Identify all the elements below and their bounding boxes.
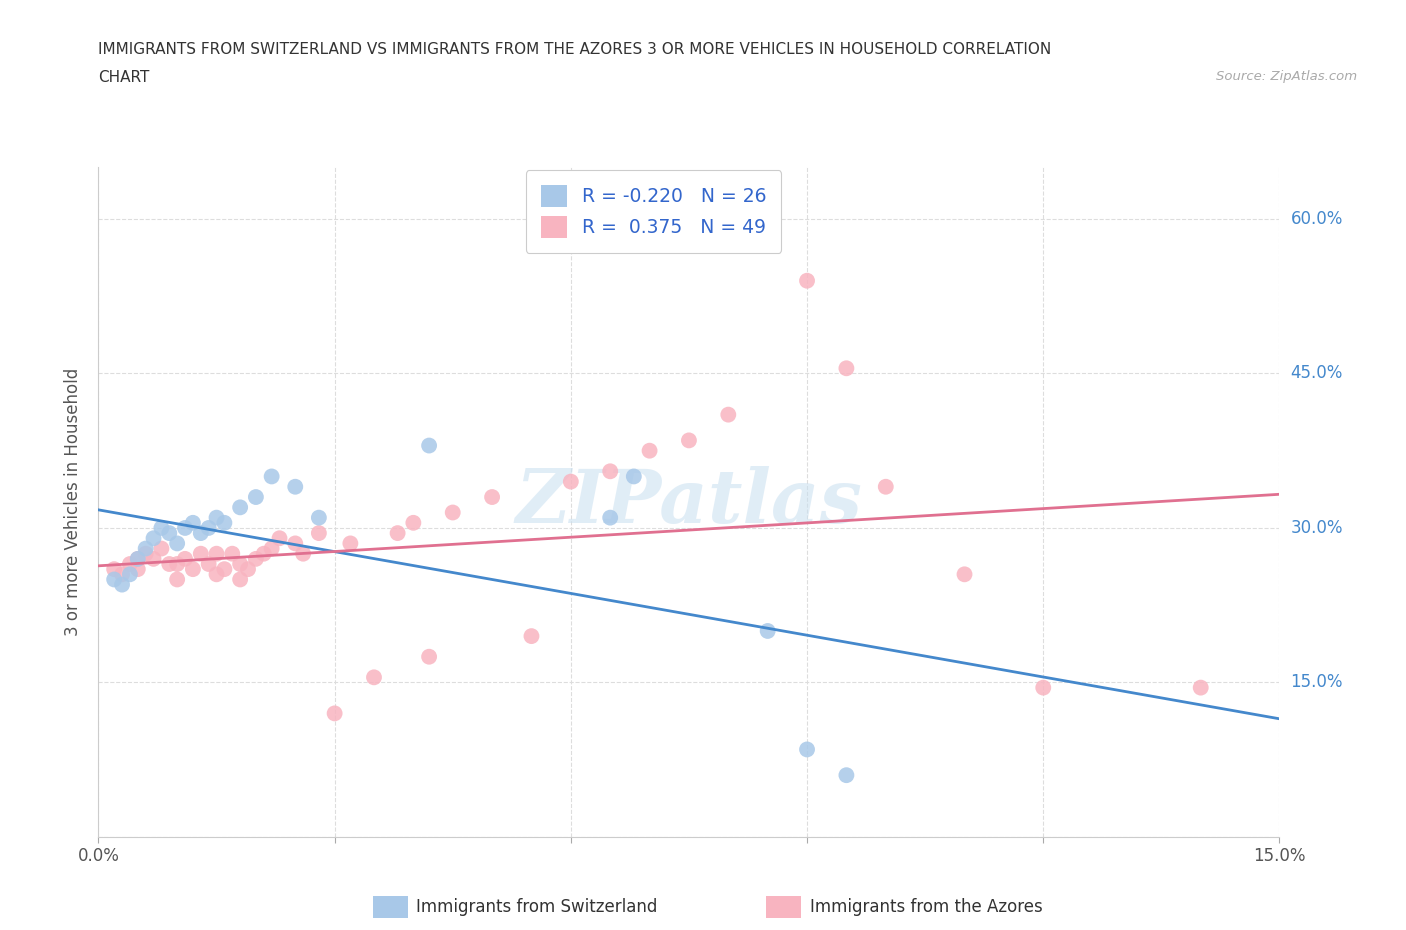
Point xyxy=(835,361,858,376)
Point xyxy=(205,511,228,525)
Point xyxy=(190,525,212,540)
Point xyxy=(253,546,276,561)
Text: CHART: CHART xyxy=(98,70,150,85)
Point xyxy=(796,273,818,288)
Point xyxy=(1032,680,1054,695)
Text: 15.0%: 15.0% xyxy=(1291,673,1343,692)
Point xyxy=(875,479,897,494)
Point xyxy=(560,474,582,489)
Point xyxy=(174,551,197,566)
Point xyxy=(150,541,173,556)
Point xyxy=(308,525,330,540)
Point xyxy=(308,511,330,525)
Point xyxy=(135,541,157,556)
Legend: R = -0.220   N = 26, R =  0.375   N = 49: R = -0.220 N = 26, R = 0.375 N = 49 xyxy=(526,170,782,253)
Point xyxy=(197,521,219,536)
Text: IMMIGRANTS FROM SWITZERLAND VS IMMIGRANTS FROM THE AZORES 3 OR MORE VEHICLES IN : IMMIGRANTS FROM SWITZERLAND VS IMMIGRANT… xyxy=(98,42,1052,57)
Point xyxy=(166,536,188,551)
Point xyxy=(441,505,464,520)
Point xyxy=(835,768,858,783)
Point xyxy=(205,546,228,561)
Point xyxy=(481,489,503,504)
Point xyxy=(284,536,307,551)
Point xyxy=(292,546,315,561)
Point xyxy=(323,706,346,721)
Point xyxy=(103,572,125,587)
Point xyxy=(214,515,236,530)
Point xyxy=(599,511,621,525)
Point xyxy=(181,515,204,530)
Point xyxy=(284,479,307,494)
Point xyxy=(638,444,661,458)
Point xyxy=(387,525,409,540)
Point xyxy=(418,438,440,453)
Point xyxy=(157,556,180,571)
Point xyxy=(190,546,212,561)
Point xyxy=(127,551,149,566)
Point xyxy=(214,562,236,577)
Point xyxy=(135,546,157,561)
Point xyxy=(418,649,440,664)
Text: ZIPatlas: ZIPatlas xyxy=(516,466,862,538)
Point xyxy=(796,742,818,757)
Y-axis label: 3 or more Vehicles in Household: 3 or more Vehicles in Household xyxy=(65,368,83,636)
Point xyxy=(127,562,149,577)
Point xyxy=(142,551,165,566)
Point xyxy=(150,521,173,536)
Point xyxy=(174,521,197,536)
Point xyxy=(756,623,779,638)
Point xyxy=(678,433,700,448)
Point xyxy=(118,567,141,582)
Text: 30.0%: 30.0% xyxy=(1291,519,1343,537)
Point xyxy=(953,567,976,582)
Point xyxy=(197,556,219,571)
Text: Immigrants from the Azores: Immigrants from the Azores xyxy=(810,897,1043,916)
Point xyxy=(142,531,165,546)
Point xyxy=(269,531,291,546)
Point xyxy=(717,407,740,422)
Point xyxy=(260,469,283,484)
Point xyxy=(157,525,180,540)
Point xyxy=(623,469,645,484)
Point xyxy=(402,515,425,530)
Point xyxy=(363,670,385,684)
Point xyxy=(260,541,283,556)
Point xyxy=(245,489,267,504)
Point xyxy=(166,556,188,571)
Point xyxy=(103,562,125,577)
Text: Immigrants from Switzerland: Immigrants from Switzerland xyxy=(416,897,658,916)
Point xyxy=(205,567,228,582)
Point xyxy=(1189,680,1212,695)
Point xyxy=(236,562,259,577)
Point xyxy=(221,546,243,561)
Point xyxy=(166,572,188,587)
Point xyxy=(127,551,149,566)
Text: 45.0%: 45.0% xyxy=(1291,365,1343,382)
Point xyxy=(229,572,252,587)
Point xyxy=(599,464,621,479)
Point xyxy=(520,629,543,644)
Text: 60.0%: 60.0% xyxy=(1291,210,1343,228)
Point xyxy=(111,567,134,582)
Point xyxy=(181,562,204,577)
Point xyxy=(245,551,267,566)
Text: Source: ZipAtlas.com: Source: ZipAtlas.com xyxy=(1216,70,1357,83)
Point xyxy=(111,578,134,592)
Point xyxy=(229,556,252,571)
Point xyxy=(118,556,141,571)
Point xyxy=(339,536,361,551)
Point xyxy=(229,500,252,515)
